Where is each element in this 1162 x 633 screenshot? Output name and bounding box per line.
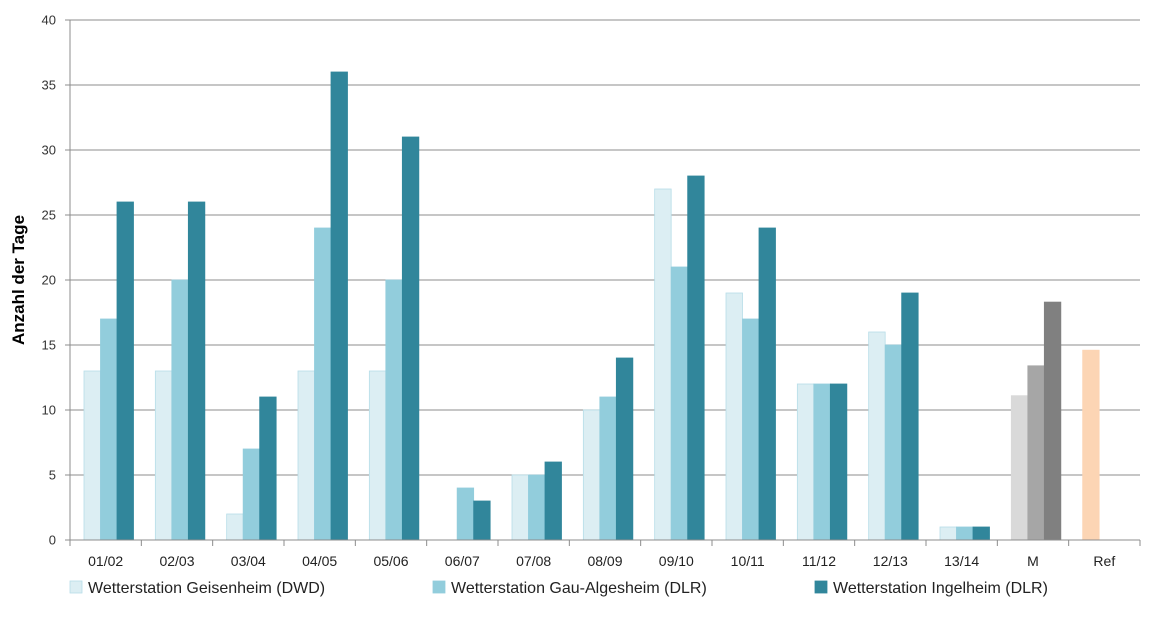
bar-series1-12-13 [868, 331, 886, 541]
x-tick-label: 12/13 [873, 553, 908, 569]
bar-series3-13-14 [972, 526, 990, 541]
y-tick-label: 25 [42, 208, 56, 223]
bars [83, 71, 1100, 541]
y-axis-title: Anzahl der Tage [9, 215, 28, 345]
bar-series2-13-14 [956, 526, 974, 541]
bar-series3-07-08 [544, 461, 562, 541]
bar-series1-03-04 [226, 513, 244, 541]
bar-series1-01-02 [83, 370, 101, 541]
bar-series3-06-07 [473, 500, 491, 541]
bar-series1-11-12 [796, 383, 815, 541]
y-tick-label: 20 [42, 273, 56, 288]
y-tick-label: 5 [49, 468, 56, 483]
bar-series1-10-11 [725, 292, 743, 541]
bar-series1-05-06 [368, 370, 387, 541]
y-tick-label: 35 [42, 78, 56, 93]
bar-series1-13-14 [939, 526, 957, 541]
bar-m-0 [1010, 395, 1029, 541]
bar-series3-02-03 [187, 201, 206, 541]
bar-series2-04-05 [314, 227, 332, 541]
bar-series2-06-07 [456, 487, 475, 541]
x-tick-label: Ref [1093, 553, 1115, 569]
legend-swatch-3 [814, 580, 828, 594]
bar-ref-0 [1082, 349, 1100, 541]
x-tick-label: 08/09 [587, 553, 622, 569]
x-tick-label: 13/14 [944, 553, 979, 569]
y-tick-label: 0 [49, 533, 56, 548]
bar-series3-08-09 [615, 357, 634, 541]
gridlines [70, 19, 1140, 476]
bar-series3-03-04 [259, 396, 277, 541]
bar-series2-02-03 [171, 279, 189, 541]
y-tick-label: 40 [42, 13, 56, 28]
bar-series2-11-12 [813, 383, 831, 541]
bar-series3-01-02 [116, 201, 134, 541]
bar-series3-05-06 [401, 136, 420, 541]
x-tick-label: 09/10 [659, 553, 694, 569]
bar-series2-01-02 [100, 318, 118, 541]
bar-series1-02-03 [154, 370, 173, 541]
bar-series2-10-11 [742, 318, 760, 541]
bar-series3-04-05 [330, 71, 348, 541]
bar-series2-05-06 [385, 279, 403, 541]
legend-label-2: Wetterstation Gau-Algesheim (DLR) [451, 580, 707, 597]
x-tick-label: 07/08 [516, 553, 551, 569]
legend-swatch-1 [69, 580, 83, 594]
x-tick-label: 01/02 [88, 553, 123, 569]
bar-series2-03-04 [242, 448, 261, 541]
x-tick-label: 10/11 [731, 553, 765, 569]
bar-series3-12-13 [901, 292, 919, 541]
x-tick-label: 11/12 [802, 553, 836, 569]
x-tick-label: 06/07 [445, 553, 480, 569]
bar-series1-08-09 [582, 409, 601, 541]
x-tick-label: 04/05 [302, 553, 337, 569]
bar-series2-07-08 [528, 474, 546, 541]
x-tick-label: M [1027, 553, 1039, 569]
y-tick-label: 30 [42, 143, 56, 158]
bar-series2-09-10 [670, 266, 689, 541]
x-tick-label: 02/03 [159, 553, 194, 569]
bar-series3-10-11 [758, 227, 776, 541]
axes: 0 5 10 15 20 25 30 35 40 01/02 02/03 03/04 04/05 05/0… [42, 13, 1141, 569]
legend-swatch-2 [432, 580, 446, 594]
bar-m-1 [1027, 365, 1045, 541]
legend-label-1: Wetterstation Geisenheim (DWD) [88, 580, 325, 597]
x-tick-label: 05/06 [373, 553, 408, 569]
y-tick-label: 15 [42, 338, 56, 353]
bar-series1-04-05 [297, 370, 315, 541]
legend: Wetterstation Geisenheim (DWD) Wetterstat… [69, 580, 1048, 597]
bar-series2-12-13 [884, 344, 903, 541]
bar-series2-08-09 [599, 396, 617, 541]
bar-series3-11-12 [829, 383, 848, 541]
bar-m-2 [1043, 301, 1062, 541]
bar-series1-09-10 [654, 188, 672, 541]
legend-label-3: Wetterstation Ingelheim (DLR) [833, 580, 1048, 597]
bar-series3-09-10 [687, 175, 705, 541]
y-tick-label: 10 [42, 403, 56, 418]
bar-series1-07-08 [511, 474, 529, 541]
x-tick-label: 03/04 [231, 553, 266, 569]
